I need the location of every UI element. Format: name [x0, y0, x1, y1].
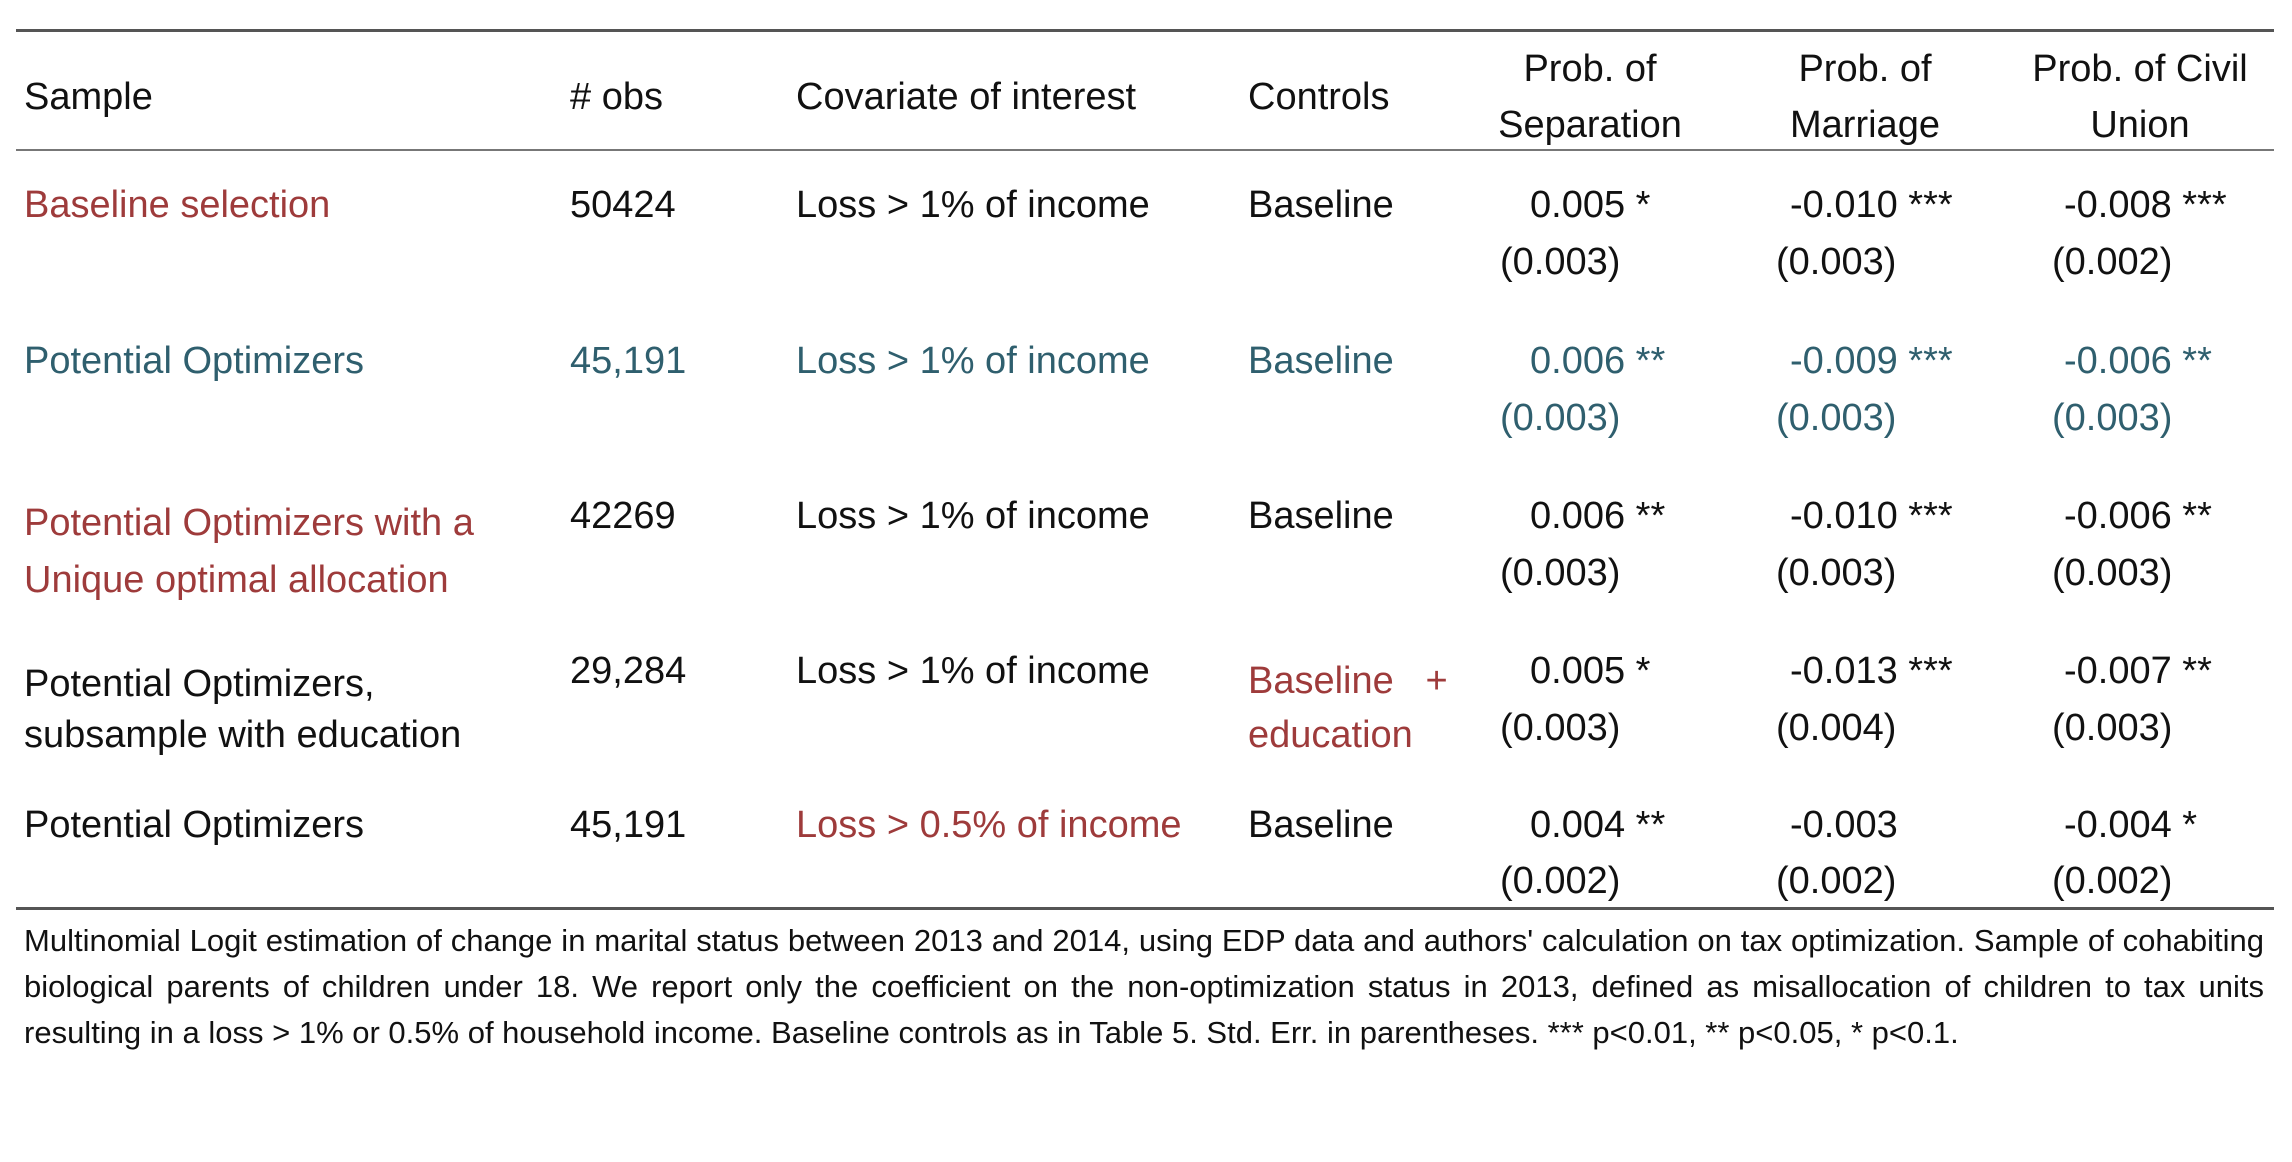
row-sample-line1: Potential Optimizers with a [24, 502, 474, 544]
row-controls-line2: education [1248, 714, 1413, 756]
row-covariate: Loss > 1% of income [796, 495, 1150, 537]
header-prob-marriage-line2: Marriage [1790, 104, 1940, 146]
row-mar-se: (0.003) [1776, 552, 1897, 594]
row-controls: Baseline [1248, 804, 1394, 846]
header-sample: Sample [24, 76, 153, 118]
row-covariate: Loss > 0.5% of income [796, 804, 1182, 846]
table-top-rule [16, 29, 2274, 32]
row-sep-se: (0.003) [1500, 707, 1621, 749]
header-prob-civil-union-line1: Prob. of Civil [2032, 48, 2248, 90]
row-sep-coef: 0.004 ** [1530, 804, 1666, 846]
row-mar-coef: -0.013 *** [1790, 650, 1953, 692]
row-mar-coef: -0.010 *** [1790, 184, 1953, 226]
row-obs: 45,191 [570, 804, 687, 846]
row-civ-coef: -0.006 ** [2064, 340, 2212, 382]
row-covariate: Loss > 1% of income [796, 184, 1150, 226]
row-sep-coef: 0.005 * [1530, 650, 1651, 692]
row-civ-se: (0.002) [2052, 241, 2173, 283]
row-mar-se: (0.003) [1776, 397, 1897, 439]
row-mar-coef: -0.003 [1790, 804, 1898, 846]
row-civ-coef: -0.004 * [2064, 804, 2198, 846]
row-obs: 45,191 [570, 340, 687, 382]
row-controls: Baseline [1248, 495, 1394, 537]
row-sep-coef: 0.006 ** [1530, 340, 1666, 382]
header-covariate: Covariate of interest [796, 76, 1137, 118]
row-sep-coef: 0.006 ** [1530, 495, 1666, 537]
header-obs: # obs [570, 76, 663, 118]
row-civ-coef: -0.007 ** [2064, 650, 2212, 692]
row-sample-line1: Potential Optimizers, [24, 663, 375, 705]
row-civ-se: (0.002) [2052, 860, 2173, 902]
table-note: Multinomial Logit estimation of change i… [24, 923, 2264, 1050]
row-sample: Baseline selection [24, 184, 331, 226]
row-sep-se: (0.003) [1500, 397, 1621, 439]
row-controls: Baseline [1248, 340, 1394, 382]
row-mar-se: (0.002) [1776, 860, 1897, 902]
row-civ-se: (0.003) [2052, 707, 2173, 749]
header-prob-civil-union-line2: Union [2090, 104, 2190, 146]
row-mar-se: (0.003) [1776, 241, 1897, 283]
header-prob-separation-line2: Separation [1498, 104, 1682, 146]
row-controls-line1: Baseline + [1248, 660, 1448, 702]
table-header-rule [16, 149, 2274, 151]
row-sep-se: (0.002) [1500, 860, 1621, 902]
row-obs: 42269 [570, 495, 676, 537]
row-mar-se: (0.004) [1776, 707, 1897, 749]
row-covariate: Loss > 1% of income [796, 340, 1150, 382]
row-obs: 29,284 [570, 650, 687, 692]
row-sep-se: (0.003) [1500, 241, 1621, 283]
row-civ-se: (0.003) [2052, 397, 2173, 439]
header-prob-separation-line1: Prob. of [1523, 48, 1657, 90]
row-obs: 50424 [570, 184, 676, 226]
row-covariate: Loss > 1% of income [796, 650, 1150, 692]
table-bottom-rule [16, 907, 2274, 910]
header-prob-marriage-line1: Prob. of [1798, 48, 1932, 90]
row-controls: Baseline [1248, 184, 1394, 226]
row-mar-coef: -0.009 *** [1790, 340, 1953, 382]
header-controls: Controls [1248, 76, 1390, 118]
row-civ-se: (0.003) [2052, 552, 2173, 594]
row-sep-se: (0.003) [1500, 552, 1621, 594]
row-civ-coef: -0.006 ** [2064, 495, 2212, 537]
row-sample-line2: subsample with education [24, 714, 462, 756]
row-sep-coef: 0.005 * [1530, 184, 1651, 226]
row-mar-coef: -0.010 *** [1790, 495, 1953, 537]
row-sample: Potential Optimizers [24, 340, 365, 382]
row-civ-coef: -0.008 *** [2064, 184, 2227, 226]
row-sample-line2: Unique optimal allocation [24, 559, 449, 601]
row-sample: Potential Optimizers [24, 804, 365, 846]
